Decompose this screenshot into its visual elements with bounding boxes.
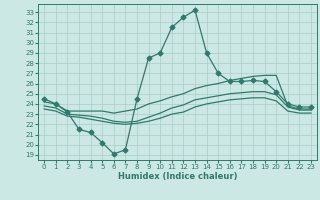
X-axis label: Humidex (Indice chaleur): Humidex (Indice chaleur): [118, 172, 237, 181]
